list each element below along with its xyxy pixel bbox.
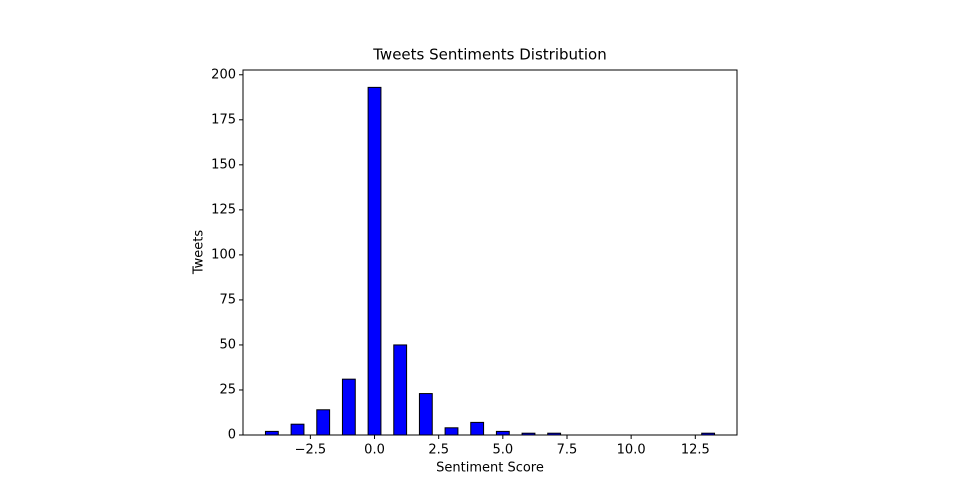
y-tick-label: 0 — [228, 428, 236, 443]
bar — [393, 344, 408, 436]
bar — [264, 430, 279, 436]
bar — [470, 421, 485, 436]
x-tick-label: −2.5 — [295, 443, 327, 458]
y-tick-label: 25 — [219, 382, 236, 397]
y-tick-label: 200 — [211, 67, 236, 82]
x-tick-label: 12.5 — [681, 443, 710, 458]
x-tick-label: 5.0 — [492, 443, 513, 458]
x-tick-label: 0.0 — [364, 443, 385, 458]
y-tick-label: 150 — [211, 157, 236, 172]
bar — [495, 430, 510, 436]
bar — [418, 393, 433, 436]
bar — [316, 409, 331, 436]
y-tick-label: 75 — [219, 292, 236, 307]
bar — [444, 427, 459, 436]
chart-title: Tweets Sentiments Distribution — [372, 46, 607, 64]
y-tick-label: 50 — [219, 337, 236, 352]
y-tick-label: 125 — [211, 202, 236, 217]
bar — [367, 86, 382, 436]
bar — [341, 378, 356, 436]
bar — [290, 423, 305, 436]
plot-frame — [242, 69, 738, 436]
x-tick-label: 2.5 — [428, 443, 449, 458]
x-tick-label: 10.0 — [617, 443, 646, 458]
y-tick-label: 100 — [211, 247, 236, 262]
y-tick-label: 175 — [211, 112, 236, 127]
y-axis-label: Tweets — [192, 230, 207, 276]
x-tick-label: 7.5 — [557, 443, 578, 458]
x-axis-label: Sentiment Score — [436, 461, 544, 476]
